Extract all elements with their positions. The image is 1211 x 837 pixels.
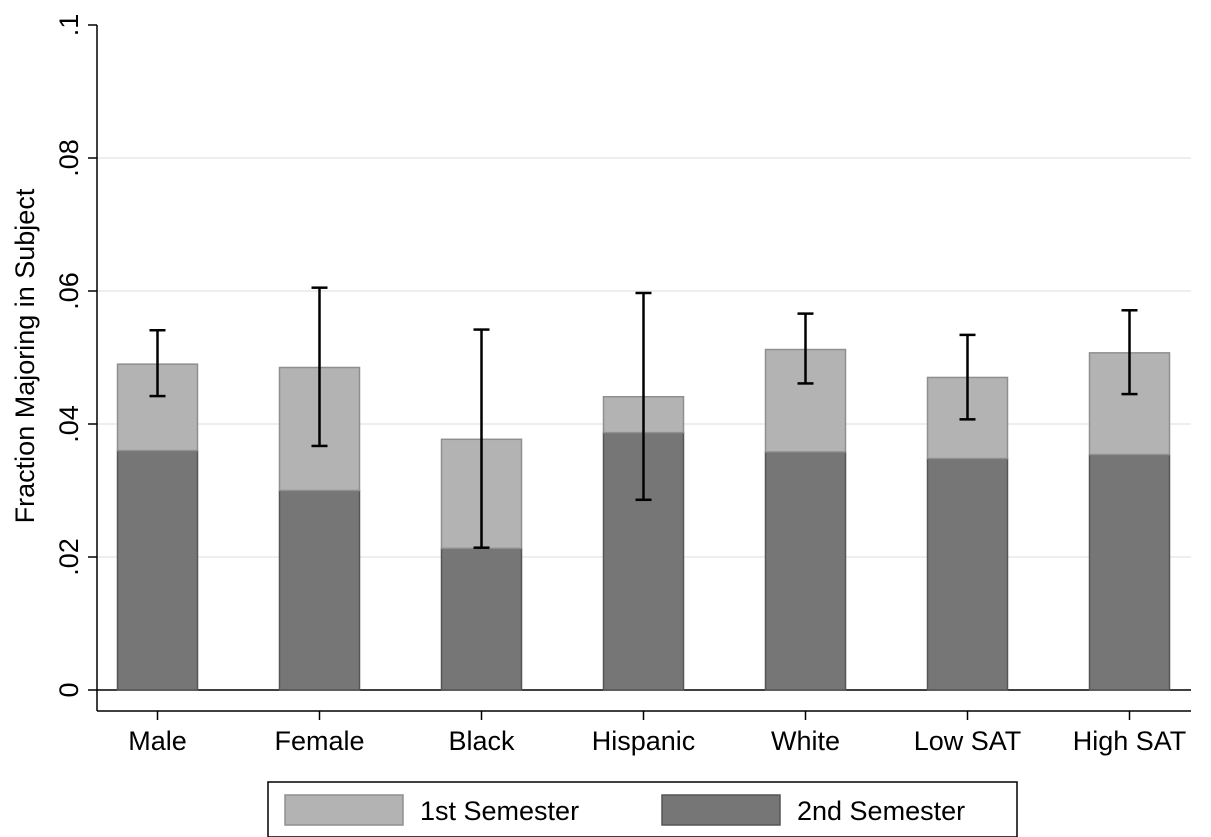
y-tick-label: .02 xyxy=(54,538,84,576)
legend-swatch-1st-semester xyxy=(284,794,404,826)
bar-2nd-semester xyxy=(764,451,847,691)
x-tick-label: Male xyxy=(128,726,187,756)
bar-2nd-semester xyxy=(926,457,1009,691)
y-tick-label: .06 xyxy=(54,272,84,310)
bar-1st-semester xyxy=(116,363,199,452)
bar-2nd-semester xyxy=(1088,453,1171,691)
x-tick-label: High SAT xyxy=(1073,726,1187,756)
x-tick-label: Female xyxy=(274,726,364,756)
x-tick-label: White xyxy=(771,726,840,756)
error-bars xyxy=(149,286,1138,549)
legend: 1st Semester 2nd Semester xyxy=(267,781,1018,837)
x-ticks: Male Female Black Hispanic White Low SAT High … xyxy=(128,711,1186,756)
x-tick-label: Black xyxy=(448,726,515,756)
bar-2nd-semester xyxy=(116,449,199,691)
legend-label-2nd-semester: 2nd Semester xyxy=(797,796,965,826)
y-tick-label: .08 xyxy=(54,139,84,177)
legend-swatch-2nd-semester xyxy=(661,794,781,826)
y-tick-label: .04 xyxy=(54,405,84,443)
bar-2nd-semester xyxy=(440,547,523,691)
x-tick-label: Low SAT xyxy=(914,726,1022,756)
y-tick-label: .1 xyxy=(54,14,84,37)
bars xyxy=(116,348,1171,691)
y-axis-title: Fraction Majoring in Subject xyxy=(10,188,40,523)
y-ticks: 0 .02 .04 .06 .08 .1 xyxy=(54,14,97,698)
x-tick-label: Hispanic xyxy=(592,726,696,756)
y-tick-label: 0 xyxy=(54,682,84,697)
bar-2nd-semester xyxy=(278,489,361,691)
legend-label-1st-semester: 1st Semester xyxy=(420,796,579,826)
